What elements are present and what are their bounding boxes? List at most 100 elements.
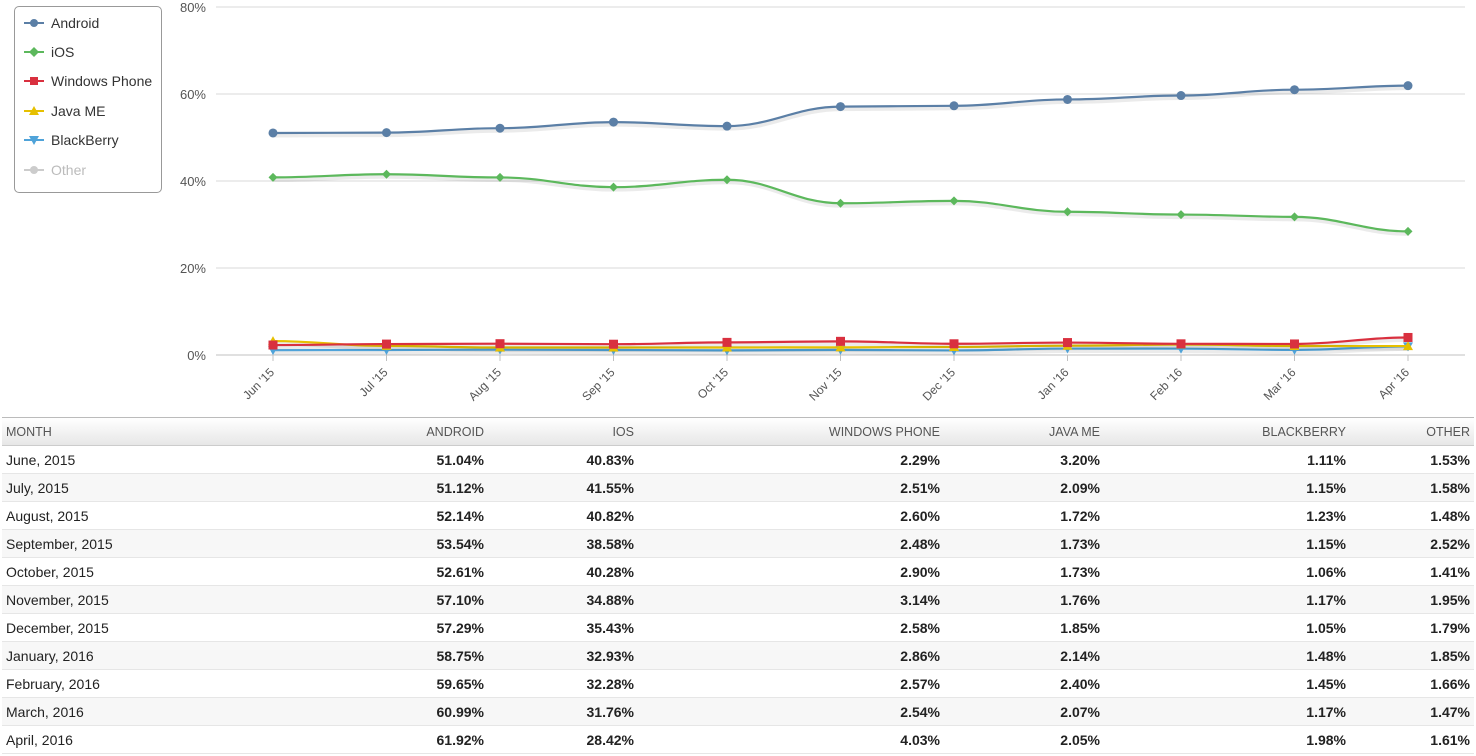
legend-item-java-me[interactable]: Java ME <box>23 101 105 121</box>
cell-month: November, 2015 <box>2 585 190 614</box>
x-tick-label: Feb '16 <box>1147 365 1185 403</box>
data-point-windows-phone <box>382 339 391 349</box>
cell-java-me: 1.76% <box>944 585 1104 614</box>
data-point-windows-phone <box>1063 338 1072 348</box>
column-header-other[interactable]: Other <box>1350 417 1474 446</box>
cell-windows-phone: 4.03% <box>638 725 944 754</box>
data-point-android <box>1403 81 1413 91</box>
data-point-windows-phone <box>268 340 278 350</box>
cell-other: 1.58% <box>1350 473 1474 502</box>
table-row: December, 2015 57.29% 35.43% 2.58% 1.85% 1.05… <box>2 613 1474 642</box>
data-point-android <box>722 121 732 131</box>
cell-other: 1.41% <box>1350 557 1474 586</box>
cell-android: 53.54% <box>190 529 488 558</box>
column-header-windows-phone[interactable]: Windows Phone <box>638 417 944 446</box>
x-tick-label: Mar '16 <box>1261 365 1299 403</box>
cell-windows-phone: 2.51% <box>638 473 944 502</box>
data-point-android <box>1290 85 1299 95</box>
cell-blackberry: 1.06% <box>1104 557 1350 586</box>
data-point-android <box>949 101 959 111</box>
cell-blackberry: 1.15% <box>1104 529 1350 558</box>
cell-ios: 32.28% <box>488 669 638 698</box>
legend-marker-blackberry-icon <box>24 136 44 145</box>
cell-java-me: 1.73% <box>944 529 1104 558</box>
cell-month: October, 2015 <box>2 557 190 586</box>
y-tick-label: 60% <box>180 87 206 102</box>
table-row: August, 2015 52.14% 40.82% 2.60% 1.72% 1.23% 1… <box>2 501 1474 530</box>
column-header-android[interactable]: Android <box>190 417 488 446</box>
column-header-ios[interactable]: iOS <box>488 417 638 446</box>
legend-marker-other-icon <box>24 166 44 174</box>
data-point-windows-phone <box>1403 332 1413 342</box>
y-tick-label: 80% <box>180 0 206 15</box>
cell-windows-phone: 2.54% <box>638 697 944 726</box>
cell-month: December, 2015 <box>2 613 190 642</box>
legend-item-windows-phone[interactable]: Windows Phone <box>23 71 152 91</box>
cell-other: 1.61% <box>1350 725 1474 754</box>
table-row: March, 2016 60.99% 31.76% 2.54% 2.07% 1.17% 1.… <box>2 697 1474 726</box>
cell-other: 1.53% <box>1350 445 1474 474</box>
cell-android: 60.99% <box>190 697 488 726</box>
column-header-month[interactable]: Month <box>2 417 190 446</box>
cell-ios: 40.82% <box>488 501 638 530</box>
data-point-android <box>1063 94 1072 104</box>
table-row: June, 2015 51.04% 40.83% 2.29% 3.20% 1.11% 1.5… <box>2 445 1474 474</box>
column-header-blackberry[interactable]: BlackBerry <box>1104 417 1350 446</box>
column-header-java-me[interactable]: Java ME <box>944 417 1104 446</box>
data-point-android <box>382 128 391 138</box>
legend-item-ios[interactable]: iOS <box>23 42 74 62</box>
cell-android: 52.14% <box>190 501 488 530</box>
series-shadow <box>273 85 1410 138</box>
cell-ios: 40.28% <box>488 557 638 586</box>
legend-marker-java-me-icon <box>24 106 44 115</box>
data-point-ios <box>609 182 618 192</box>
data-point-ios <box>836 198 845 208</box>
cell-blackberry: 1.98% <box>1104 725 1350 754</box>
legend-marker-android-icon <box>24 19 44 27</box>
table-row: February, 2016 59.65% 32.28% 2.57% 2.40% 1.45… <box>2 669 1474 698</box>
chart-legend: Android iOS Windows Phone Java ME <box>14 6 162 193</box>
cell-month: January, 2016 <box>2 641 190 670</box>
market-share-table: Month Android iOS Windows Phone Java ME … <box>2 417 1474 754</box>
cell-java-me: 2.40% <box>944 669 1104 698</box>
data-point-java-me <box>835 342 846 352</box>
x-tick-label: Aug '15 <box>466 365 505 404</box>
y-tick-label: 0% <box>187 348 206 363</box>
cell-other: 1.95% <box>1350 585 1474 614</box>
data-point-android <box>1176 91 1186 101</box>
cell-java-me: 1.85% <box>944 613 1104 642</box>
cell-blackberry: 1.45% <box>1104 669 1350 698</box>
cell-windows-phone: 3.14% <box>638 585 944 614</box>
data-point-java-me <box>722 342 732 352</box>
legend-item-android[interactable]: Android <box>23 13 99 33</box>
legend-item-other[interactable]: Other <box>23 160 86 180</box>
cell-java-me: 2.14% <box>944 641 1104 670</box>
data-point-ios <box>722 175 732 185</box>
cell-ios: 28.42% <box>488 725 638 754</box>
x-tick-label: Jan '16 <box>1035 365 1072 402</box>
data-point-windows-phone <box>495 339 505 349</box>
data-point-windows-phone <box>722 337 732 347</box>
legend-label-android: Android <box>51 15 100 31</box>
cell-android: 57.10% <box>190 585 488 614</box>
data-point-ios <box>949 196 959 206</box>
data-point-android <box>268 128 278 138</box>
cell-other: 1.85% <box>1350 641 1474 670</box>
legend-item-blackberry[interactable]: BlackBerry <box>23 130 119 150</box>
legend-marker-windows-phone-icon <box>24 77 44 85</box>
cell-ios: 35.43% <box>488 613 638 642</box>
cell-month: July, 2015 <box>2 473 190 502</box>
cell-windows-phone: 2.60% <box>638 501 944 530</box>
cell-android: 51.12% <box>190 473 488 502</box>
table-header-row: Month Android iOS Windows Phone Java ME … <box>2 417 1474 446</box>
data-point-windows-phone <box>609 339 618 349</box>
table-body: June, 2015 51.04% 40.83% 2.29% 3.20% 1.11% 1.5… <box>2 445 1474 754</box>
table-row: November, 2015 57.10% 34.88% 3.14% 1.76% 1.17… <box>2 585 1474 614</box>
table-row: October, 2015 52.61% 40.28% 2.90% 1.73% 1.06%… <box>2 557 1474 586</box>
line-chart: 0% 20% 40% 60% 80% Jun '15 Jul '15 Aug '15 Sep '… <box>180 0 1465 404</box>
data-point-android <box>609 117 618 127</box>
x-tick-label: Dec '15 <box>920 365 959 404</box>
data-point-ios <box>1290 212 1299 222</box>
cell-java-me: 2.07% <box>944 697 1104 726</box>
data-point-windows-phone <box>949 339 959 349</box>
